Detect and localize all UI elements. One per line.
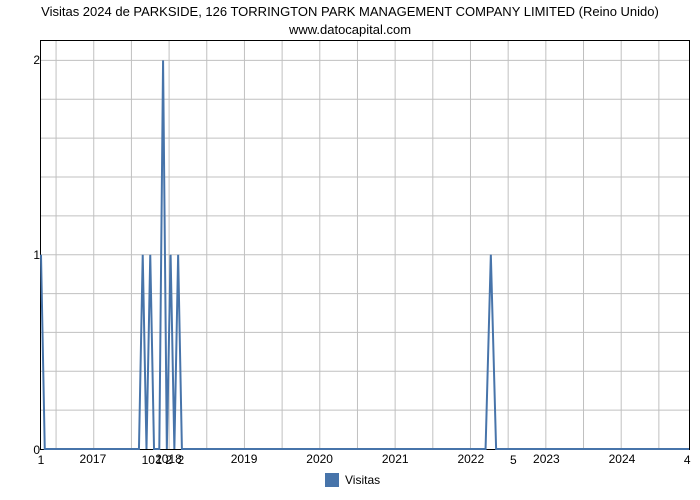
y-tick-label: 2 — [0, 53, 40, 67]
legend: Visitas — [325, 472, 380, 487]
legend-swatch — [325, 473, 339, 487]
value-label: 10 — [142, 453, 155, 467]
chart-title: Visitas 2024 de PARKSIDE, 126 TORRINGTON… — [0, 4, 700, 20]
legend-label: Visitas — [345, 473, 380, 487]
value-label: 4 — [684, 453, 691, 467]
x-tick-label: 2021 — [382, 452, 409, 466]
x-tick-label: 2018 — [155, 452, 182, 466]
plot-area: 11012254 — [40, 40, 690, 450]
x-tick-label: 2024 — [609, 452, 636, 466]
x-tick-label: 2017 — [80, 452, 107, 466]
x-tick-label: 2020 — [306, 452, 333, 466]
x-tick-label: 2019 — [231, 452, 258, 466]
line-series — [41, 41, 689, 449]
y-tick-label: 0 — [0, 443, 40, 457]
x-tick-label: 2022 — [457, 452, 484, 466]
x-tick-label: 2023 — [533, 452, 560, 466]
y-tick-label: 1 — [0, 248, 40, 262]
value-label: 5 — [510, 453, 517, 467]
chart-subtitle: www.datocapital.com — [0, 22, 700, 37]
